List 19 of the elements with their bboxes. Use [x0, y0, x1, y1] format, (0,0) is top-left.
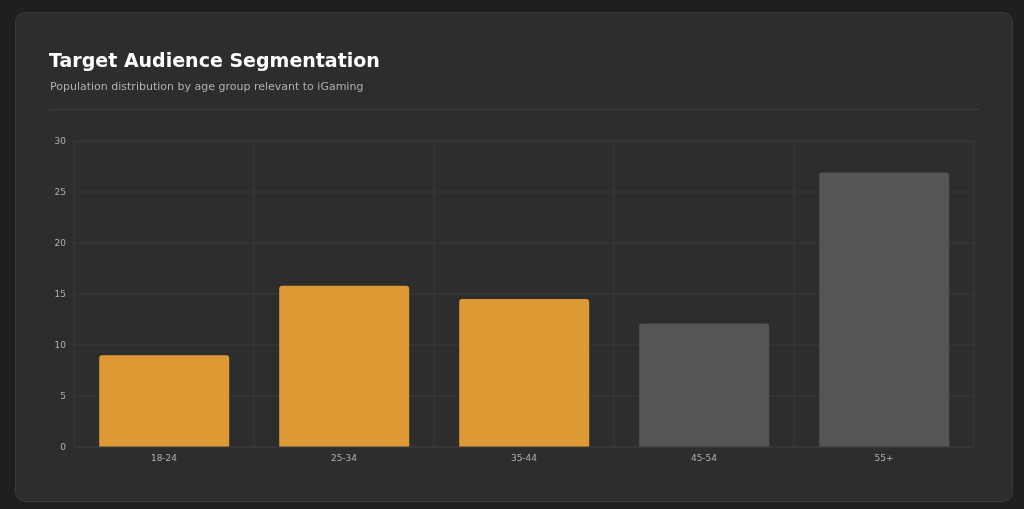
x-tick-label: 18-24	[150, 453, 178, 464]
x-tick-label: 35-44	[510, 453, 538, 464]
x-tick-label: 45-54	[690, 453, 718, 464]
chart-title: Target Audience Segmentation	[49, 49, 380, 71]
bar	[279, 285, 410, 447]
y-tick-label: 15	[54, 289, 66, 300]
bar	[639, 323, 770, 447]
y-tick-label: 5	[60, 391, 66, 402]
y-tick-label: 25	[54, 187, 66, 198]
x-tick-label: 25-34	[330, 453, 358, 464]
y-tick-label: 30	[54, 136, 67, 147]
x-tick-label: 55+	[874, 453, 894, 464]
y-tick-label: 0	[60, 442, 67, 453]
bar	[459, 299, 590, 447]
bar	[99, 355, 230, 447]
y-tick-label: 10	[54, 340, 67, 351]
bar	[819, 172, 950, 447]
chart-subtitle: Population distribution by age group relevant to iGaming	[50, 80, 364, 93]
y-tick-label: 20	[54, 238, 67, 249]
